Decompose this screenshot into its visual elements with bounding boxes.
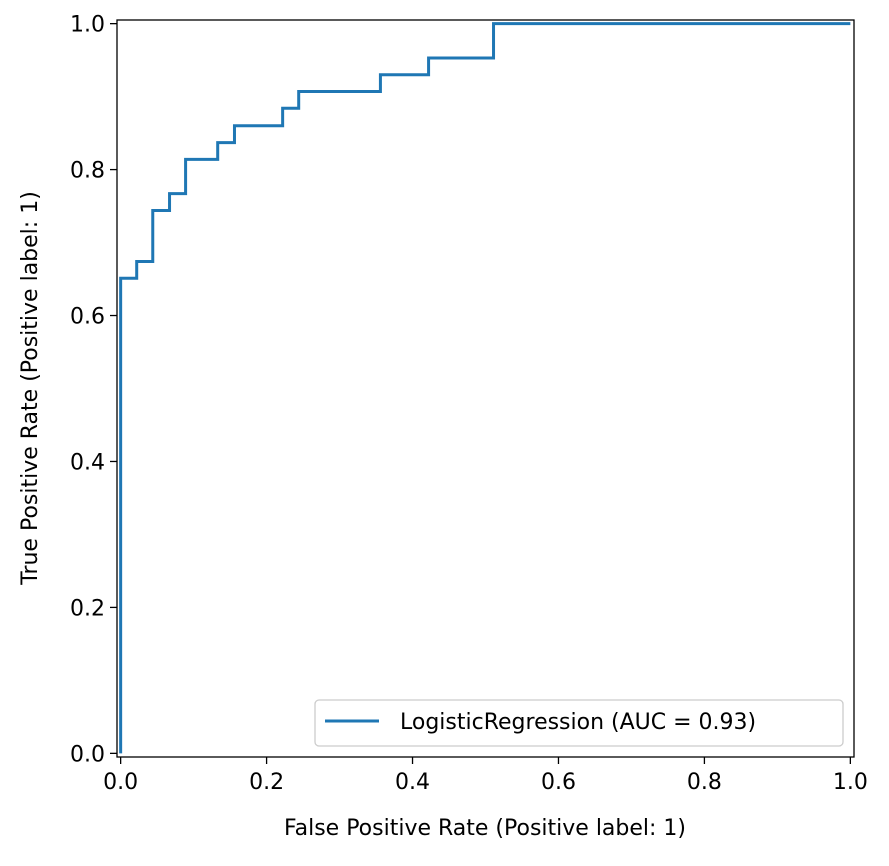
y-tick-label: 0.6 [70,305,105,330]
y-tick-label: 1.0 [70,13,105,38]
axes-frame [116,19,855,758]
legend-label: LogisticRegression (AUC = 0.93) [400,710,756,735]
roc-curve-line [119,22,851,754]
y-tick-label: 0.8 [70,159,105,184]
legend-box [314,699,844,747]
y-tick-label: 0.2 [70,596,105,621]
y-axis: 0.0 0.2 0.4 0.6 0.8 1.0 [70,13,117,767]
x-tick-label: 0.4 [395,770,430,795]
x-tick-label: 1.0 [833,770,868,795]
x-axis: 0.0 0.2 0.4 0.6 0.8 1.0 [103,757,868,795]
y-tick-label: 0.4 [70,450,105,475]
y-axis-label: True Positive Rate (Positive label: 1) [18,191,43,586]
x-tick-label: 0.6 [541,770,576,795]
x-tick-label: 0.2 [249,770,284,795]
x-tick-label: 0.8 [687,770,722,795]
y-tick-label: 0.0 [70,742,105,767]
x-tick-label: 0.0 [103,770,138,795]
x-axis-label: False Positive Rate (Positive label: 1) [284,816,686,841]
legend: LogisticRegression (AUC = 0.93) [314,699,844,747]
